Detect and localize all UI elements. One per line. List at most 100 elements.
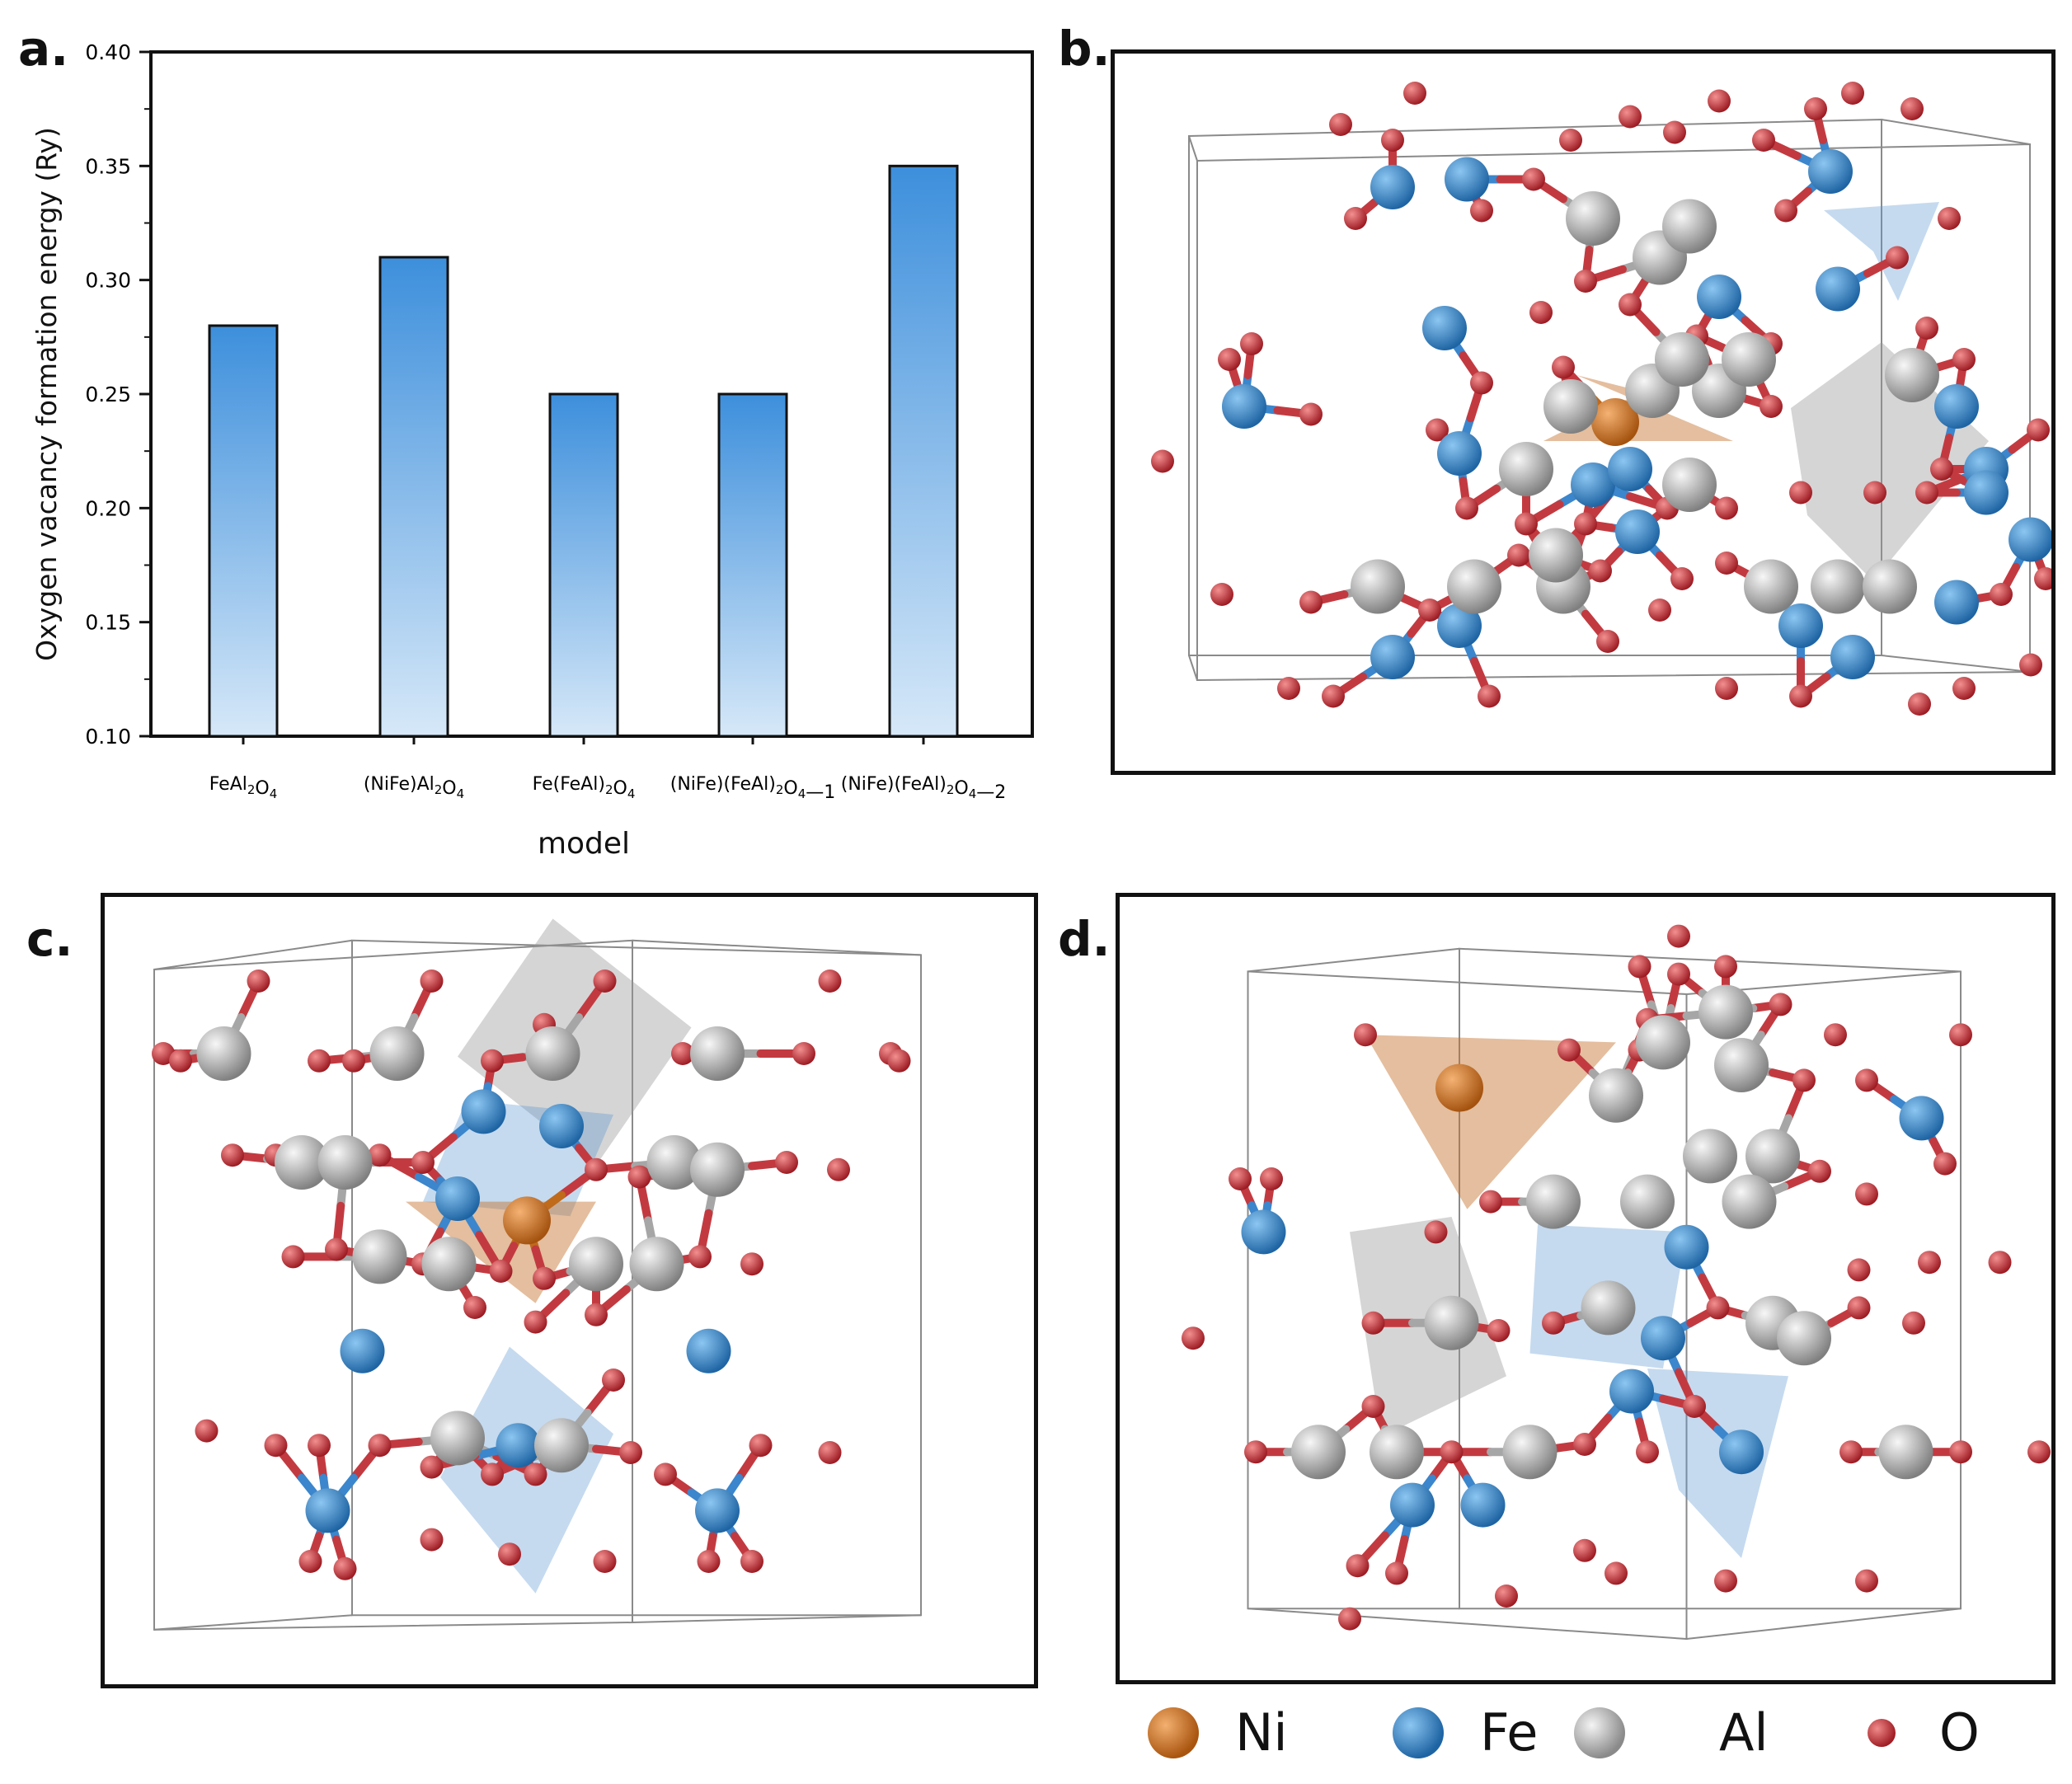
o-atom: [1715, 677, 1738, 700]
o-atom: [1789, 684, 1812, 708]
legend-o: O: [1865, 1702, 1980, 1763]
fe-atom: [1390, 1482, 1435, 1528]
o-atom: [1789, 481, 1812, 505]
o-atom: [1507, 543, 1530, 567]
y-tick-label: 0.40: [85, 40, 131, 64]
o-atom: [775, 1151, 798, 1174]
o-atom: [1240, 332, 1263, 355]
al-atom: [1878, 1425, 1933, 1480]
o-atom: [1628, 955, 1651, 979]
o-atom: [342, 1049, 365, 1073]
o-atom: [1952, 348, 1976, 371]
o-atom: [740, 1550, 763, 1573]
o-atom: [1952, 677, 1976, 700]
o-atom: [1385, 1561, 1408, 1585]
structure-b-frame: [1111, 49, 2056, 775]
panel-b-letter: b.: [1058, 21, 1111, 77]
al-atom: [1863, 559, 1917, 614]
o-atom: [1804, 97, 1827, 120]
fe-atom: [496, 1423, 541, 1468]
o-atom: [1338, 1607, 1361, 1631]
fe-atom: [1422, 306, 1467, 350]
o-atom: [1515, 512, 1538, 536]
unit-cell-outline: [153, 939, 922, 1631]
al-atom: [646, 1135, 702, 1190]
o-atom: [1229, 1167, 1252, 1190]
o-atom: [585, 1303, 608, 1326]
o-atom: [593, 1550, 617, 1573]
o-atom: [1605, 1561, 1628, 1585]
o-atom: [1902, 1311, 1925, 1335]
fe-atom: [1964, 470, 2009, 515]
panel-c-letter: c.: [26, 911, 73, 967]
structure-d-frame: [1116, 893, 2056, 1684]
o-atom: [1522, 167, 1545, 191]
o-atom: [1361, 1311, 1385, 1335]
o-atom: [1988, 1251, 2012, 1275]
al-atom: [569, 1237, 623, 1292]
o-atom: [420, 1528, 444, 1552]
o-atom: [1596, 630, 1619, 653]
o-atom: [281, 1245, 305, 1269]
o-atom: [1573, 1538, 1596, 1562]
x-tick-label: FeAl2O4: [209, 774, 278, 801]
fe-atom: [1437, 431, 1482, 476]
o-atom: [887, 1049, 911, 1073]
bar: [888, 164, 959, 738]
coordination-polyhedron: [1647, 1369, 1788, 1558]
o-atom: [1824, 1023, 1847, 1047]
al-atom: [1499, 442, 1553, 496]
fe-atom: [1697, 275, 1741, 319]
al-atom: [369, 1026, 425, 1081]
o-atom: [1949, 1440, 1972, 1464]
o-atom: [1574, 270, 1597, 293]
o-atom: [1714, 955, 1737, 979]
fe-atom: [1437, 603, 1482, 648]
o-atom: [420, 969, 444, 993]
fe-atom: [1664, 1224, 1709, 1270]
o-atom: [1915, 481, 1938, 505]
o-atom: [1670, 567, 1694, 590]
o-atom: [619, 1441, 642, 1464]
o-atom: [1299, 590, 1323, 614]
crystal-structure-c: [152, 918, 922, 1631]
al-atom: [1745, 1129, 1800, 1184]
o-atom: [1529, 301, 1553, 324]
o-atom: [1808, 1159, 1831, 1183]
fe-atom: [1460, 1482, 1506, 1528]
fe-atom: [1830, 635, 1875, 679]
al-atom: [1424, 1295, 1479, 1350]
o-atom: [1559, 129, 1582, 152]
o-atom: [463, 1296, 486, 1319]
legend-ni: Ni: [1144, 1702, 1288, 1763]
o-atom: [1841, 82, 1864, 105]
o-atom: [654, 1462, 677, 1486]
fe-atom: [1241, 1209, 1286, 1255]
o-atom: [333, 1556, 357, 1580]
o-atom: [1933, 1152, 1957, 1176]
o-atom: [1558, 1038, 1581, 1062]
o-atom: [481, 1462, 504, 1486]
fe-atom: [695, 1488, 740, 1533]
al-atom: [629, 1237, 684, 1292]
fe-atom: [340, 1328, 385, 1373]
o-atom: [1839, 1440, 1863, 1464]
x-tick-label: (NiFe)(FeAl)2O4—1: [670, 774, 835, 803]
ni-atom: [1435, 1063, 1483, 1112]
fe-atom: [1222, 384, 1266, 429]
unit-cell-outline: [1247, 947, 1962, 1641]
fe-atom: [305, 1488, 350, 1533]
o-atom: [1855, 1068, 1878, 1092]
al-atom: [1885, 348, 1939, 402]
o-atom: [1182, 1326, 1205, 1350]
al-atom: [1529, 528, 1583, 583]
o-atom: [818, 969, 842, 993]
al-atom: [1351, 559, 1405, 614]
o-atom: [1354, 1023, 1377, 1047]
al-atom: [1589, 1068, 1643, 1123]
fe-atom: [1899, 1096, 1944, 1141]
o-atom: [308, 1049, 331, 1073]
fe-atom: [1370, 635, 1415, 679]
panel-d-letter: d.: [1058, 911, 1111, 967]
coordination-polyhedron: [1824, 202, 1939, 301]
